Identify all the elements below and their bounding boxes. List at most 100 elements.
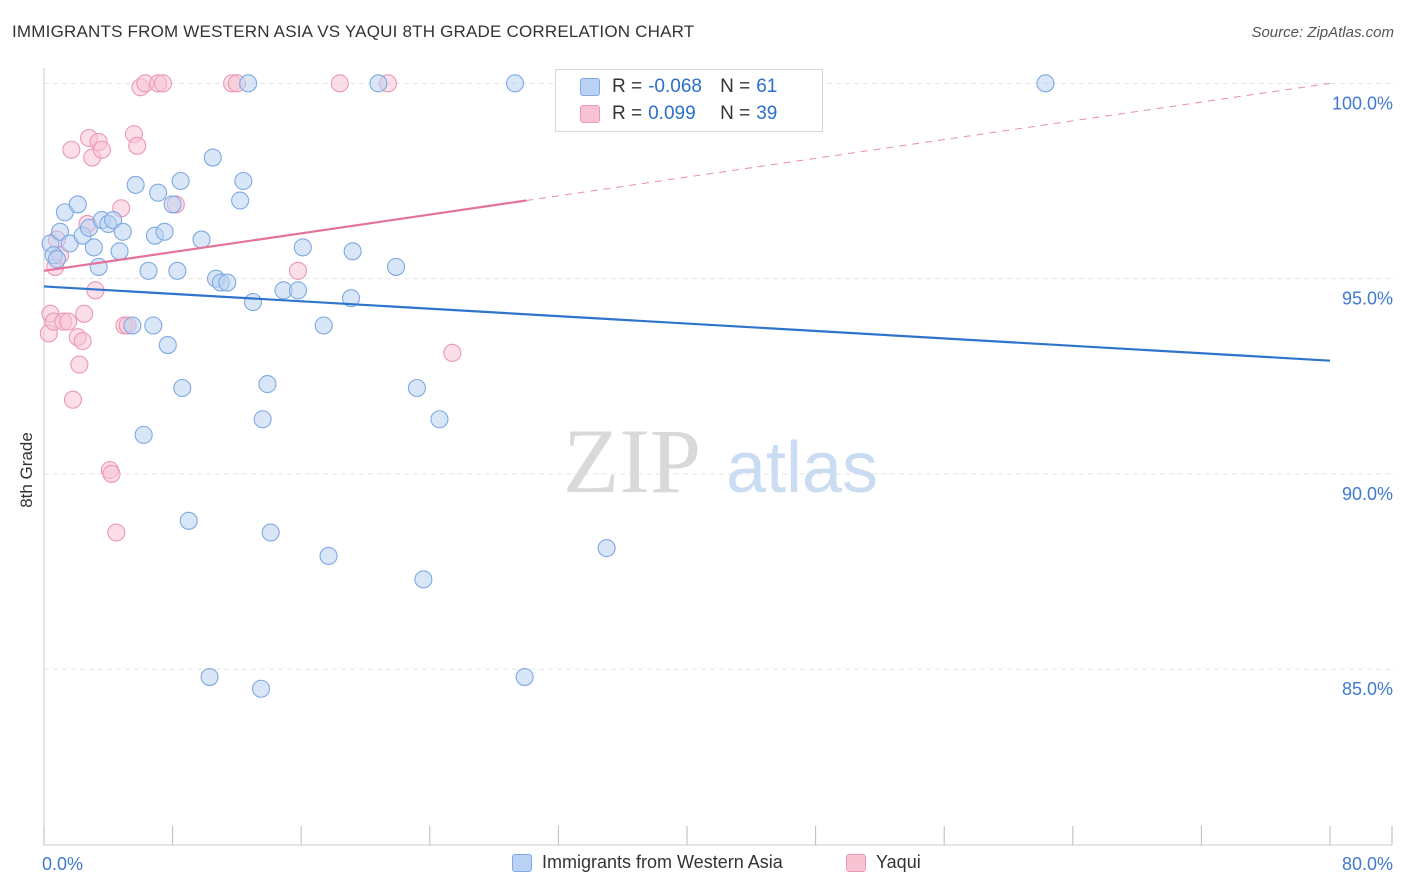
blue-swatch xyxy=(512,853,532,872)
yaqui-point xyxy=(75,304,94,323)
western-asia-point xyxy=(110,242,129,261)
western-asia-point xyxy=(407,378,426,398)
n-value: 39 xyxy=(756,103,778,124)
legend-label: Immigrants from Western Asia xyxy=(542,852,783,872)
western-asia-point xyxy=(293,238,312,257)
yaqui-point xyxy=(73,332,92,351)
x-tick-labels: 0.0% 80.0% xyxy=(42,854,1393,874)
yaqui-point xyxy=(102,464,121,483)
western-asia-point xyxy=(84,238,103,257)
western-asia-point xyxy=(319,546,338,566)
chart-title: IMMIGRANTS FROM WESTERN ASIA VS YAQUI 8T… xyxy=(12,22,695,41)
n-value: 61 xyxy=(756,76,778,97)
r-label: R = xyxy=(612,76,643,97)
western-asia-point xyxy=(386,257,406,276)
yaqui-point xyxy=(128,136,147,155)
r-value: -0.068 xyxy=(648,76,702,97)
blue-swatch xyxy=(580,78,600,96)
western-asia-point xyxy=(288,281,308,300)
series-legend: Immigrants from Western Asia Yaqui xyxy=(0,852,1406,876)
western-asia-point xyxy=(149,183,168,202)
western-asia-point xyxy=(51,222,70,241)
western-asia-point xyxy=(126,175,145,194)
gridlines xyxy=(44,82,1395,670)
legend-item-yaqui[interactable]: Yaqui xyxy=(846,852,921,873)
stats-row-western-asia: R = -0.068 N = 61 xyxy=(580,74,777,100)
yaqui-point xyxy=(59,312,78,331)
yaqui-point xyxy=(70,355,89,374)
y-tick-labels: 85.0% 90.0% 95.0% 100.0% xyxy=(1332,93,1393,699)
western-asia-point xyxy=(231,191,250,210)
western-asia-point xyxy=(414,570,433,589)
western-asia-point xyxy=(515,667,534,687)
western-asia-points xyxy=(41,74,1055,698)
western-asia-point xyxy=(163,195,182,214)
western-asia-point xyxy=(343,242,362,261)
yaqui-point xyxy=(153,74,173,93)
western-asia-point xyxy=(104,210,123,230)
yaqui-point xyxy=(330,74,349,93)
western-asia-point xyxy=(253,410,272,429)
pink-swatch xyxy=(580,105,600,123)
r-label: R = xyxy=(612,103,643,124)
western-asia-point xyxy=(134,425,153,444)
western-asia-point xyxy=(239,74,258,93)
western-asia-point xyxy=(505,74,525,93)
western-asia-trend-line xyxy=(43,285,1331,362)
western-asia-point xyxy=(314,316,333,335)
y-tick-label: 100.0% xyxy=(1332,93,1393,113)
yaqui-trend-extension xyxy=(526,82,1331,202)
yaqui-point xyxy=(63,390,82,409)
r-value: 0.099 xyxy=(648,103,696,124)
western-asia-point xyxy=(168,261,187,280)
western-asia-point xyxy=(258,375,277,394)
western-asia-point xyxy=(1036,74,1055,93)
western-asia-point xyxy=(139,261,158,280)
axes xyxy=(43,68,1393,846)
western-asia-point xyxy=(158,335,177,355)
pink-swatch xyxy=(846,853,866,872)
source-credit: Source: ZipAtlas.com xyxy=(1251,24,1394,41)
western-asia-point xyxy=(203,148,222,167)
western-asia-point xyxy=(218,273,237,292)
western-asia-point xyxy=(192,230,211,249)
x-tick-label: 0.0% xyxy=(42,854,83,874)
western-asia-point xyxy=(171,171,190,191)
yaqui-point xyxy=(288,261,308,280)
n-label: N = xyxy=(720,76,751,97)
n-label: N = xyxy=(720,103,751,124)
yaqui-point xyxy=(107,523,126,542)
legend-label: Yaqui xyxy=(876,852,921,872)
y-tick-label: 85.0% xyxy=(1342,679,1393,699)
watermark-atlas: atlas xyxy=(726,428,878,508)
yaqui-point xyxy=(92,140,111,159)
watermark-zip: ZIP xyxy=(563,410,701,512)
y-tick-label: 90.0% xyxy=(1342,484,1393,504)
western-asia-point xyxy=(261,523,280,542)
western-asia-point xyxy=(243,293,263,312)
western-asia-point xyxy=(369,74,388,93)
western-asia-point xyxy=(251,679,271,698)
western-asia-point xyxy=(200,667,219,687)
x-tick-label: 80.0% xyxy=(1342,854,1393,874)
y-tick-label: 95.0% xyxy=(1342,289,1393,309)
western-asia-point xyxy=(123,316,142,335)
western-asia-point xyxy=(68,195,87,214)
yaqui-point xyxy=(443,343,462,362)
yaqui-trend-line xyxy=(43,199,527,272)
western-asia-point xyxy=(234,171,253,191)
western-asia-point xyxy=(144,316,163,335)
western-asia-point xyxy=(113,222,132,241)
y-axis-label: 8th Grade xyxy=(17,432,36,508)
western-asia-point xyxy=(155,222,174,241)
western-asia-point xyxy=(597,539,616,558)
trend-lines xyxy=(43,82,1331,362)
stats-row-yaqui: R = 0.099 N = 39 xyxy=(580,101,777,127)
legend-item-western-asia[interactable]: Immigrants from Western Asia xyxy=(512,852,783,873)
stats-legend: R = -0.068 N = 61 R = 0.099 N = 39 xyxy=(555,69,823,132)
western-asia-point xyxy=(47,250,66,269)
western-asia-point xyxy=(430,410,449,429)
western-asia-point xyxy=(341,289,361,308)
yaqui-point xyxy=(62,140,81,159)
